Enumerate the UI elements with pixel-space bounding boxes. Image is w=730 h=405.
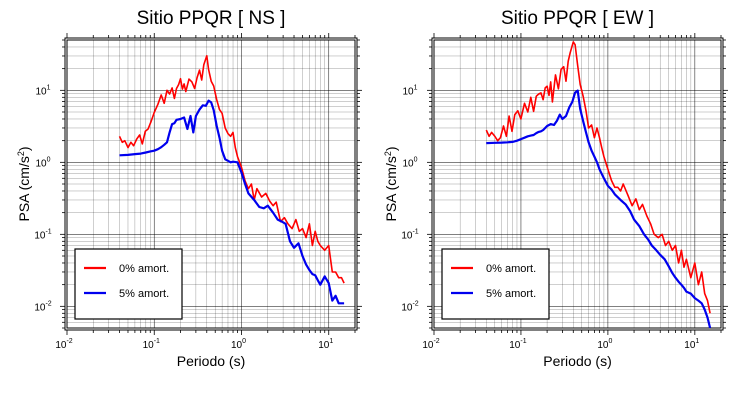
axis-frame-inner (66, 39, 356, 329)
series-line-damping-0 (118, 54, 345, 284)
chart-title: Sitio PPQR [ NS ] (137, 8, 286, 29)
x-tick-label: 101 (318, 338, 333, 351)
legend: 0% amort. 5% amort. (74, 248, 183, 320)
y-tick-label: 101 (402, 84, 417, 97)
x-tick-label: 100 (231, 338, 246, 351)
y-tick-label: 10-2 (401, 300, 418, 313)
y-tick-label: 10-1 (34, 228, 51, 241)
y-tick-label: 10-1 (401, 228, 418, 241)
y-axis-label: PSA (cm/s2) (16, 146, 32, 221)
x-tick-label: 101 (684, 338, 699, 351)
y-tick-label: 100 (35, 156, 50, 169)
panel-ew: 10-2 10-1 100 101 10-2 10-1 100 101 Sitio PPQR [… (383, 8, 728, 369)
series-line-damping-0 (485, 41, 711, 314)
legend: 0% amort. 5% amort. (441, 248, 550, 320)
x-tick-label: 10-1 (143, 338, 160, 351)
ticks (427, 33, 728, 335)
axis-frame-inner (433, 39, 722, 329)
y-tick-label: 101 (35, 84, 50, 97)
legend-label: 5% amort. (119, 288, 169, 300)
y-axis-label: PSA (cm/s2) (383, 146, 399, 221)
legend-label: 0% amort. (486, 263, 536, 275)
legend-label: 5% amort. (486, 288, 536, 300)
ticks (60, 33, 362, 335)
series-line-damping-5 (119, 99, 345, 305)
x-tick-label: 100 (597, 338, 612, 351)
chart-title: Sitio PPQR [ EW ] (501, 8, 654, 29)
x-tick-label: 10-2 (422, 338, 439, 351)
x-axis-label: Periodo (s) (543, 353, 611, 369)
x-axis-label: Periodo (s) (177, 353, 245, 369)
x-tick-label: 10-2 (55, 338, 72, 351)
x-tick-label: 10-1 (509, 338, 526, 351)
y-tick-label: 10-2 (34, 300, 51, 313)
y-tick-label: 100 (402, 156, 417, 169)
legend-box (74, 248, 183, 320)
legend-label: 0% amort. (119, 263, 169, 275)
legend-box (441, 248, 550, 320)
series-line-damping-5 (486, 89, 712, 329)
panel-ns: 10-2 10-1 100 101 10-2 10-1 100 101 Sitio PPQR [… (16, 8, 362, 369)
